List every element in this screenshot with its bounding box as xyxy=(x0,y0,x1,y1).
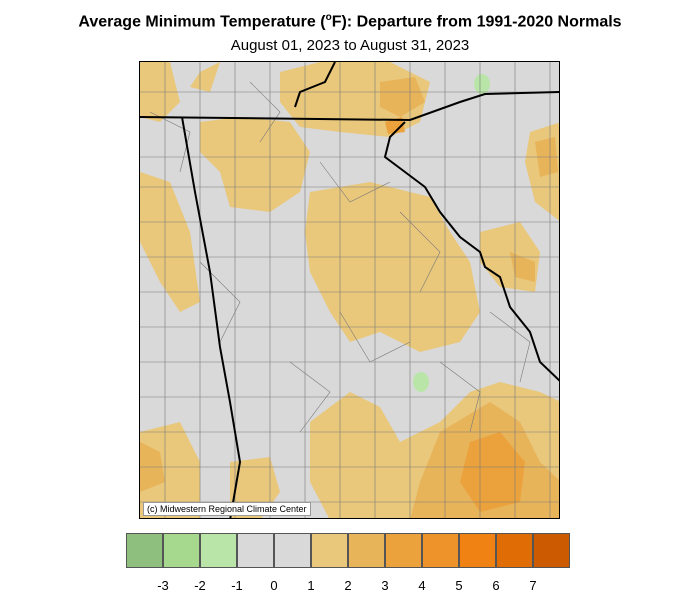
legend-swatch xyxy=(459,533,496,568)
legend-swatch xyxy=(274,533,311,568)
legend-tick-label: 5 xyxy=(455,578,463,593)
legend-swatch xyxy=(385,533,422,568)
legend-swatch xyxy=(533,533,570,568)
cool-anomaly-regions xyxy=(413,74,490,392)
warmest-regions xyxy=(385,117,525,512)
legend-swatch xyxy=(496,533,533,568)
legend-swatch xyxy=(422,533,459,568)
legend-tick-label: -1 xyxy=(231,578,243,593)
legend-tick-label: 4 xyxy=(418,578,426,593)
legend-tick-label: 3 xyxy=(381,578,389,593)
map-title: Average Minimum Temperature (oF): Depart… xyxy=(78,12,622,31)
state-boundaries xyxy=(140,62,559,518)
legend-tick-label: 2 xyxy=(344,578,352,593)
legend-swatch xyxy=(311,533,348,568)
legend-swatch xyxy=(126,533,163,568)
legend-tick-label: -3 xyxy=(157,578,169,593)
temperature-map-svg xyxy=(140,62,559,518)
map-area: (c) Midwestern Regional Climate Center xyxy=(139,61,560,519)
legend-tick-label: -2 xyxy=(194,578,206,593)
legend-swatch xyxy=(163,533,200,568)
legend-tick-label: 7 xyxy=(529,578,537,593)
legend-tick-label: 6 xyxy=(492,578,500,593)
legend-swatch xyxy=(200,533,237,568)
legend-tick-label: 1 xyxy=(307,578,315,593)
legend-tick-label: 0 xyxy=(270,578,278,593)
legend-swatch xyxy=(348,533,385,568)
map-subtitle: August 01, 2023 to August 31, 2023 xyxy=(230,37,470,54)
county-boundaries xyxy=(140,62,559,518)
credit-label: (c) Midwestern Regional Climate Center xyxy=(143,502,311,516)
legend-swatch xyxy=(237,533,274,568)
strong-warm-regions xyxy=(140,77,559,518)
